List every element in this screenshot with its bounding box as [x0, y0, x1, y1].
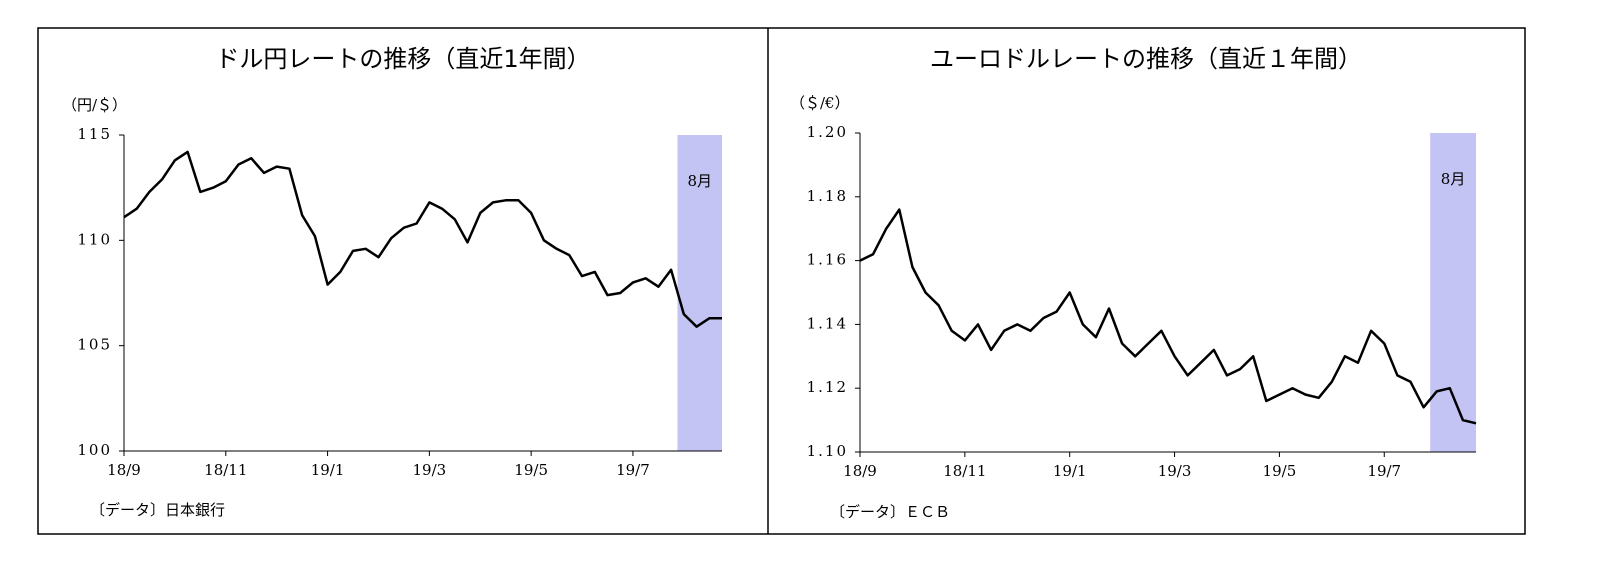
chart-title: ドル円レートの推移（直近1年間）: [215, 45, 590, 73]
y-tick-label: 1.10: [807, 442, 848, 460]
x-tick-label: 19/1: [1053, 462, 1087, 480]
y-axis-unit: （＄/€）: [790, 94, 850, 112]
highlight-label: 8月: [1441, 170, 1466, 188]
x-tick-label: 19/7: [1367, 462, 1401, 480]
x-tick-label: 18/11: [204, 461, 247, 479]
line-series: [123, 150, 722, 328]
y-tick-label: 1.14: [807, 314, 848, 332]
highlight-band: [677, 135, 722, 451]
x-tick-label: 18/9: [843, 462, 877, 480]
x-tick-label: 19/3: [413, 461, 447, 479]
y-axis-unit: （円/＄）: [62, 96, 127, 114]
x-tick-label: 19/3: [1158, 462, 1192, 480]
x-tick-label: 19/5: [514, 461, 548, 479]
y-tick-label: 115: [77, 125, 112, 143]
y-tick-label: 110: [77, 230, 112, 248]
x-tick-label: 18/9: [107, 461, 141, 479]
x-tick-label: 18/11: [943, 462, 986, 480]
y-tick-label: 100: [77, 441, 112, 459]
y-tick-label: 1.18: [807, 187, 848, 205]
frame: [37, 27, 1526, 535]
line-series: [859, 208, 1477, 425]
y-tick-label: 1.20: [807, 123, 848, 141]
x-tick-label: 19/5: [1263, 462, 1297, 480]
source-note: 〔データ〕ＥＣＢ: [830, 503, 950, 521]
chart-title: ユーロドルレートの推移（直近１年間）: [930, 45, 1362, 73]
highlight-label: 8月: [687, 172, 712, 190]
source-note: 〔データ〕日本銀行: [90, 501, 225, 519]
y-tick-label: 1.16: [807, 251, 848, 269]
x-tick-label: 19/7: [616, 461, 650, 479]
y-tick-label: 1.12: [807, 378, 848, 396]
x-tick-label: 19/1: [311, 461, 345, 479]
y-tick-label: 105: [77, 336, 112, 354]
